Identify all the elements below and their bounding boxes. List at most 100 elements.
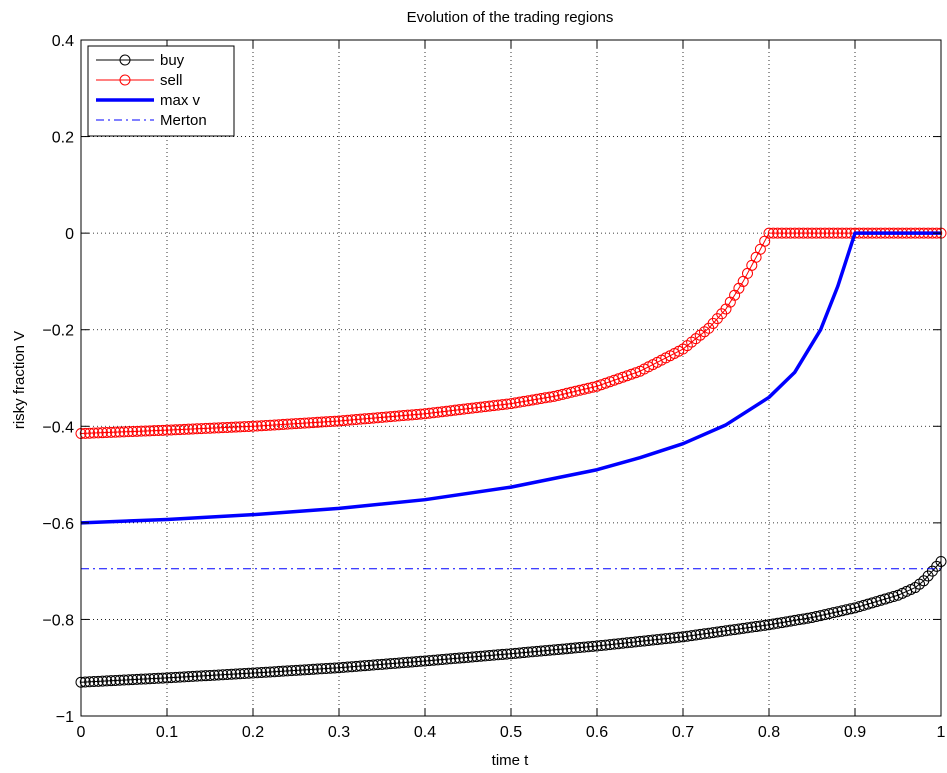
data-point bbox=[690, 629, 702, 641]
data-point bbox=[204, 422, 216, 434]
data-point bbox=[664, 632, 676, 644]
legend-marker bbox=[119, 54, 131, 66]
data-point bbox=[552, 389, 564, 401]
data-point bbox=[238, 421, 250, 433]
data-point bbox=[346, 661, 358, 673]
data-point bbox=[350, 414, 362, 426]
legend-box bbox=[87, 45, 235, 137]
data-point bbox=[656, 633, 667, 645]
legend-label: max v bbox=[160, 92, 201, 109]
data-point bbox=[871, 596, 882, 608]
data-point bbox=[355, 660, 366, 672]
data-point bbox=[406, 409, 418, 421]
data-point bbox=[135, 673, 147, 685]
data-point bbox=[88, 427, 100, 439]
data-point bbox=[776, 227, 788, 239]
data-point bbox=[333, 662, 345, 674]
data-point bbox=[402, 409, 414, 421]
data-point bbox=[238, 668, 250, 680]
data-point bbox=[505, 398, 517, 410]
data-point bbox=[561, 387, 573, 399]
x-tick-label: 0 bbox=[77, 724, 86, 741]
data-point bbox=[432, 406, 444, 418]
data-point bbox=[200, 670, 212, 682]
data-point bbox=[152, 424, 164, 436]
data-point bbox=[256, 666, 268, 678]
data-point bbox=[316, 663, 328, 675]
series-buy bbox=[75, 555, 947, 688]
data-point bbox=[780, 616, 792, 628]
legend-label: sell bbox=[160, 72, 183, 89]
data-point bbox=[832, 227, 844, 239]
data-point bbox=[191, 670, 203, 682]
data-point bbox=[518, 647, 530, 659]
data-point bbox=[471, 651, 483, 663]
data-point bbox=[273, 665, 285, 677]
data-point bbox=[828, 227, 839, 239]
data-point bbox=[458, 403, 470, 415]
data-point bbox=[531, 393, 543, 405]
data-point bbox=[118, 674, 130, 686]
data-point bbox=[281, 418, 293, 430]
data-point bbox=[806, 611, 818, 623]
data-point bbox=[754, 620, 766, 632]
data-point bbox=[243, 420, 255, 432]
data-point bbox=[290, 418, 302, 430]
data-point bbox=[178, 423, 190, 435]
data-point bbox=[574, 642, 586, 654]
data-point bbox=[221, 421, 233, 433]
data-point bbox=[191, 423, 203, 435]
data-point bbox=[105, 426, 117, 438]
data-point bbox=[286, 418, 298, 430]
data-point bbox=[350, 660, 362, 672]
data-point bbox=[815, 227, 827, 239]
data-point bbox=[630, 636, 642, 648]
data-point bbox=[183, 423, 194, 435]
data-point bbox=[565, 642, 577, 654]
data-point bbox=[294, 417, 306, 429]
data-point bbox=[372, 412, 384, 424]
data-point bbox=[406, 656, 418, 668]
series-line bbox=[80, 231, 941, 525]
data-point bbox=[402, 656, 414, 668]
data-point bbox=[165, 672, 177, 684]
data-point bbox=[174, 671, 186, 683]
data-point bbox=[570, 385, 581, 397]
data-point bbox=[492, 399, 504, 411]
data-point bbox=[522, 646, 534, 658]
data-point bbox=[763, 227, 775, 239]
data-point bbox=[148, 425, 160, 437]
data-point bbox=[410, 408, 422, 420]
data-point bbox=[453, 652, 465, 664]
data-point bbox=[148, 673, 160, 685]
data-point bbox=[694, 628, 706, 640]
data-point bbox=[651, 634, 663, 646]
series-line bbox=[80, 232, 941, 435]
data-point bbox=[97, 427, 108, 439]
data-point bbox=[329, 415, 341, 427]
data-point bbox=[88, 676, 100, 688]
data-point bbox=[832, 606, 844, 618]
data-point bbox=[742, 622, 753, 634]
data-point bbox=[445, 405, 457, 417]
data-point bbox=[810, 611, 822, 623]
data-point bbox=[823, 608, 835, 620]
data-point bbox=[810, 227, 822, 239]
x-tick-label: 0.4 bbox=[414, 724, 436, 741]
data-point bbox=[866, 597, 878, 609]
data-point bbox=[462, 651, 474, 663]
data-point bbox=[410, 656, 422, 668]
series-layer bbox=[75, 227, 947, 688]
data-point bbox=[342, 661, 354, 673]
data-point bbox=[600, 639, 612, 651]
data-point bbox=[858, 599, 870, 611]
data-point bbox=[419, 655, 431, 667]
data-point bbox=[845, 603, 857, 615]
data-point bbox=[613, 638, 624, 650]
data-point bbox=[359, 413, 371, 425]
data-point bbox=[729, 624, 741, 636]
data-point bbox=[634, 635, 646, 647]
data-point bbox=[479, 650, 491, 662]
data-point bbox=[363, 659, 375, 671]
